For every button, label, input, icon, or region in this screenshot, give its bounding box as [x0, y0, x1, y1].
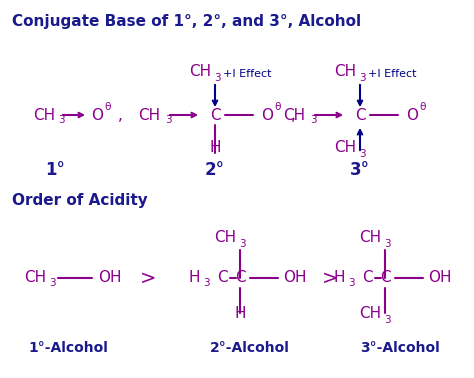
- Text: CH: CH: [283, 107, 305, 122]
- Text: H: H: [209, 141, 221, 155]
- Text: CH: CH: [189, 65, 211, 79]
- Text: C: C: [210, 107, 220, 122]
- Text: C: C: [355, 107, 365, 122]
- Text: O: O: [91, 107, 103, 122]
- Text: CH: CH: [334, 65, 356, 79]
- Text: OH: OH: [98, 271, 122, 285]
- Text: +I Effect: +I Effect: [368, 69, 417, 79]
- Text: 3: 3: [359, 73, 365, 83]
- Text: 3: 3: [49, 278, 55, 288]
- Text: ,: ,: [118, 107, 122, 122]
- Text: CH: CH: [33, 107, 55, 122]
- Text: H: H: [189, 271, 200, 285]
- Text: C: C: [362, 271, 372, 285]
- Text: OH: OH: [428, 271, 452, 285]
- Text: Conjugate Base of 1°, 2°, and 3°, Alcohol: Conjugate Base of 1°, 2°, and 3°, Alcoho…: [12, 14, 361, 29]
- Text: 3: 3: [214, 73, 220, 83]
- Text: 1°-Alcohol: 1°-Alcohol: [28, 341, 108, 355]
- Text: CH: CH: [359, 231, 381, 245]
- Text: 3: 3: [165, 115, 172, 125]
- Text: θ: θ: [420, 102, 426, 112]
- Text: θ: θ: [105, 102, 111, 112]
- Text: C: C: [235, 271, 246, 285]
- Text: 3: 3: [203, 278, 210, 288]
- Text: H: H: [234, 307, 246, 322]
- Text: >: >: [140, 268, 156, 288]
- Text: O: O: [406, 107, 418, 122]
- Text: 3°-Alcohol: 3°-Alcohol: [360, 341, 440, 355]
- Text: H: H: [334, 271, 345, 285]
- Text: 2°-Alcohol: 2°-Alcohol: [210, 341, 290, 355]
- Text: 1°: 1°: [45, 161, 65, 179]
- Text: >: >: [322, 268, 338, 288]
- Text: CH: CH: [138, 107, 160, 122]
- Text: CH: CH: [214, 231, 236, 245]
- Text: 3°: 3°: [350, 161, 370, 179]
- Text: 3: 3: [359, 149, 365, 159]
- Text: C: C: [217, 271, 228, 285]
- Text: 3: 3: [58, 115, 64, 125]
- Text: ,: ,: [291, 107, 295, 122]
- Text: 3: 3: [383, 239, 390, 249]
- Text: 3: 3: [310, 115, 317, 125]
- Text: CH: CH: [24, 271, 46, 285]
- Text: 3: 3: [383, 315, 390, 325]
- Text: Order of Acidity: Order of Acidity: [12, 193, 148, 208]
- Text: CH: CH: [359, 307, 381, 322]
- Text: 3: 3: [239, 239, 246, 249]
- Text: OH: OH: [283, 271, 307, 285]
- Text: 2°: 2°: [205, 161, 225, 179]
- Text: C: C: [380, 271, 390, 285]
- Text: θ: θ: [275, 102, 281, 112]
- Text: 3: 3: [348, 278, 355, 288]
- Text: +I Effect: +I Effect: [223, 69, 272, 79]
- Text: O: O: [261, 107, 273, 122]
- Text: CH: CH: [334, 141, 356, 155]
